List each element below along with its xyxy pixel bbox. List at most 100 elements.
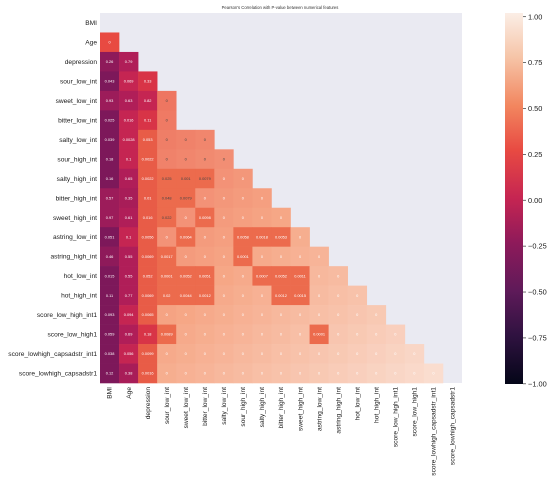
- cell-value: 0.025: [162, 176, 172, 181]
- cell-value: 0.0089: [161, 332, 173, 337]
- heatmap-cell: [195, 168, 215, 189]
- heatmap-cell: [214, 305, 234, 325]
- column-label: depression: [145, 387, 152, 420]
- heatmap-cell: [271, 227, 291, 247]
- heatmap-cell: [214, 227, 234, 247]
- column-label: sour_high_int: [240, 387, 247, 427]
- cell-value: 0: [261, 371, 264, 376]
- cell-value: 0: [375, 351, 378, 356]
- heatmap-cell: [214, 188, 234, 209]
- cell-value: 0.0001: [161, 273, 173, 278]
- cell-value: 0: [337, 312, 340, 317]
- heatmap-cell: [157, 110, 177, 131]
- cell-value: 0.0018: [256, 234, 268, 239]
- heatmap-cell: [119, 188, 139, 209]
- heatmap-cell: [271, 305, 291, 325]
- heatmap-cell: [366, 324, 387, 345]
- heatmap-cell: [328, 344, 348, 364]
- cell-value: 0: [108, 40, 111, 45]
- heatmap-cell: [214, 344, 234, 364]
- heatmap-cell: [100, 227, 120, 247]
- cell-value: 0: [356, 371, 359, 376]
- heatmap-cell: [195, 344, 215, 364]
- heatmap-cell: [309, 285, 329, 306]
- cell-value: 0.0052: [275, 273, 287, 278]
- heatmap-cell: [100, 207, 120, 228]
- cell-value: 0: [223, 332, 226, 337]
- heatmap-cell: [176, 246, 196, 267]
- cell-value: 0.0069: [142, 293, 154, 298]
- cell-value: 0: [223, 176, 226, 181]
- colorbar-tick-label: 1.00: [528, 12, 542, 21]
- heatmap-cell: [176, 324, 196, 345]
- cell-value: 0: [242, 176, 245, 181]
- cell-value: 0.1: [126, 234, 131, 239]
- column-label: sour_low_int: [164, 387, 171, 424]
- colorbar-tick-label: −0.25: [528, 242, 547, 251]
- row-labels: BMI Age depression sour_low_int sweet_low_in…: [8, 20, 97, 378]
- cell-value: 0: [185, 312, 188, 317]
- heatmap-cell: [157, 129, 177, 150]
- heatmap-cell: [119, 129, 139, 150]
- heatmap-cell: [252, 363, 272, 384]
- heatmap-cell: [252, 266, 272, 286]
- heatmap-cells: 0 0.26 0.79 0.043 0.069 0.33 0.93 0.63 0.82 0 0.02…: [100, 32, 444, 384]
- cell-value: 0: [223, 195, 226, 200]
- cell-value: 0: [204, 371, 207, 376]
- cell-value: 0: [299, 254, 302, 259]
- heatmap-cell: [119, 266, 139, 286]
- cell-value: 0: [337, 293, 340, 298]
- cell-value: 0.0001: [237, 254, 249, 259]
- column-label: astring_low_int: [316, 387, 323, 431]
- row-label: score_lowhigh_capsadstr1: [19, 371, 97, 378]
- heatmap-cell: [138, 305, 158, 325]
- heatmap-cell: [328, 324, 348, 345]
- cell-value: 0.65: [125, 176, 133, 181]
- heatmap-cell: [195, 363, 215, 384]
- cell-value: 0: [299, 351, 302, 356]
- cell-value: 0.11: [144, 118, 151, 123]
- heatmap-cell: [271, 344, 291, 364]
- cell-value: 0: [413, 371, 416, 376]
- cell-value: 0.0052: [180, 273, 192, 278]
- cell-value: 0.11: [106, 293, 113, 298]
- heatmap-cell: [119, 207, 139, 228]
- heatmap-cell: [233, 266, 253, 286]
- heatmap-cell: [309, 266, 329, 286]
- cell-value: 0: [261, 351, 264, 356]
- colorbar-tick-label: 0.75: [528, 58, 542, 67]
- cell-value: 0: [432, 371, 435, 376]
- heatmap-cell: [119, 71, 139, 92]
- cell-value: 0: [261, 293, 264, 298]
- heatmap-cell: [138, 363, 158, 384]
- cell-value: 0.056: [124, 351, 134, 356]
- heatmap-cell: [119, 344, 139, 364]
- heatmap-cell: [271, 207, 291, 228]
- heatmap-cell: [119, 246, 139, 267]
- cell-value: 0.0099: [142, 351, 154, 356]
- cell-value: 0.26: [106, 59, 114, 64]
- heatmap-cell: [176, 285, 196, 306]
- heatmap-cell: [328, 363, 348, 384]
- cell-value: 0.69: [125, 332, 133, 337]
- cell-value: 0: [242, 273, 245, 278]
- cell-value: 0.0069: [142, 254, 154, 259]
- heatmap-cell: [347, 344, 368, 364]
- heatmap-cell: [271, 246, 291, 267]
- cell-value: 0: [242, 351, 245, 356]
- heatmap-cell: [100, 71, 120, 92]
- heatmap-cell: [271, 324, 291, 345]
- cell-value: 0: [280, 351, 283, 356]
- cell-value: 0: [375, 332, 378, 337]
- heatmap-cell: [328, 266, 348, 286]
- heatmap-cell: [138, 266, 158, 286]
- cell-value: 0: [204, 156, 207, 161]
- heatmap-cell: [157, 305, 177, 325]
- cell-value: 0.0016: [142, 371, 154, 376]
- cell-value: 0.18: [106, 156, 114, 161]
- column-label: score_lowhigh_capsadstr1: [450, 387, 457, 465]
- cell-value: 0.46: [106, 254, 114, 259]
- heatmap-cell: [100, 363, 120, 384]
- heatmap-cell: [252, 285, 272, 306]
- heatmap-cell: [366, 363, 387, 384]
